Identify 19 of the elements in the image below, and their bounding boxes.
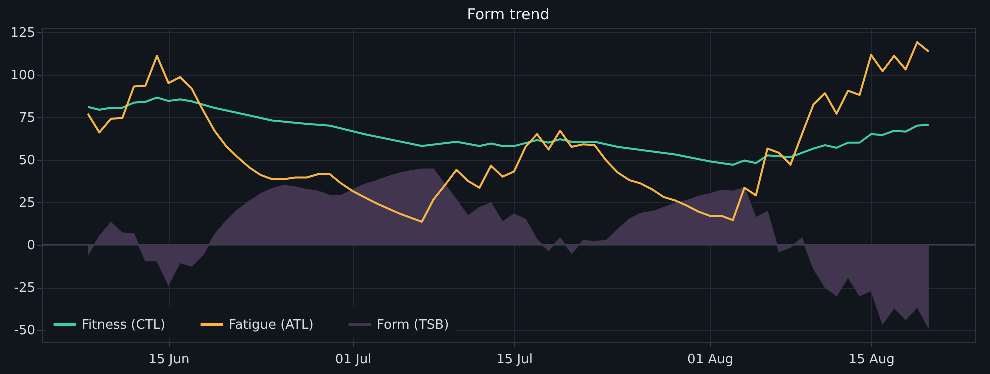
y-tick-label: 100	[10, 68, 36, 84]
x-tick-label: 15 Jun	[148, 352, 190, 368]
legend-label: Form (TSB)	[377, 318, 450, 333]
legend-label: Fitness (CTL)	[82, 318, 166, 333]
y-tick-label: 25	[18, 196, 36, 211]
x-tick-label: 15 Aug	[848, 352, 895, 368]
x-tick-label: 01 Jul	[335, 352, 372, 368]
y-tick-label: 0	[27, 238, 36, 254]
y-tick-label: 50	[18, 153, 36, 168]
y-tick-label: 125	[10, 26, 36, 41]
x-tick-label: 01 Aug	[688, 352, 734, 368]
y-tick-label: 75	[18, 110, 36, 126]
chart-title: Form trend	[467, 5, 550, 24]
x-tick-label: 15 Jul	[496, 352, 533, 368]
y-tick-label: -50	[14, 324, 36, 339]
line-series	[87, 41, 930, 224]
legend-label: Fatigue (ATL)	[229, 318, 314, 333]
y-tick-label: -25	[14, 281, 36, 296]
line-series	[87, 96, 930, 166]
